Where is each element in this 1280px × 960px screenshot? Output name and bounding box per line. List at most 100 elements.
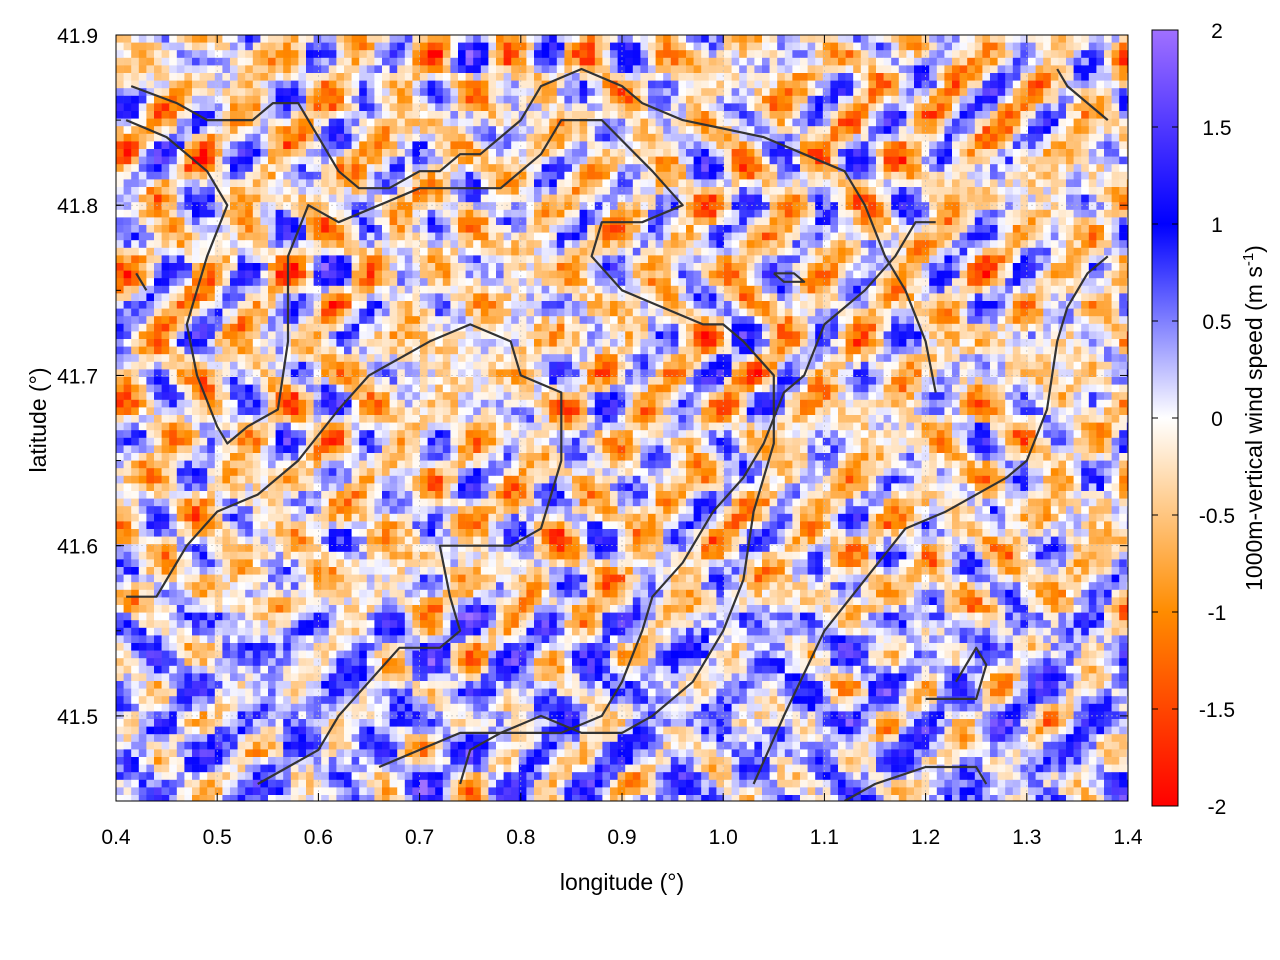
heatmap-cell bbox=[321, 111, 330, 119]
heatmap-cell bbox=[1073, 278, 1082, 287]
heatmap-cell bbox=[374, 57, 383, 66]
heatmap-cell bbox=[138, 103, 147, 112]
heatmap-cell bbox=[587, 57, 596, 66]
heatmap-cell bbox=[898, 263, 907, 271]
heatmap-cell bbox=[161, 103, 170, 112]
heatmap-cell bbox=[427, 308, 436, 317]
heatmap-cell bbox=[990, 217, 998, 226]
heatmap-cell bbox=[397, 278, 406, 287]
heatmap-cell bbox=[420, 80, 428, 89]
heatmap-cell bbox=[511, 42, 520, 51]
heatmap-cell bbox=[936, 263, 945, 271]
heatmap-cell bbox=[572, 179, 580, 188]
heatmap-cell bbox=[708, 156, 717, 165]
heatmap-cell bbox=[123, 73, 132, 81]
heatmap-cell bbox=[572, 187, 580, 195]
heatmap-cell bbox=[1088, 95, 1097, 104]
heatmap-cell bbox=[237, 179, 246, 188]
heatmap-cell bbox=[435, 57, 444, 66]
heatmap-cell bbox=[967, 225, 976, 233]
heatmap-cell bbox=[594, 187, 603, 195]
heatmap-cell bbox=[496, 255, 504, 264]
heatmap-cell bbox=[1104, 270, 1112, 279]
heatmap-cell bbox=[944, 118, 953, 127]
heatmap-cell bbox=[245, 103, 254, 112]
heatmap-cell bbox=[306, 316, 314, 325]
heatmap-cell bbox=[359, 278, 368, 287]
heatmap-cell bbox=[1020, 80, 1029, 89]
heatmap-cell bbox=[686, 88, 694, 97]
heatmap-cell bbox=[366, 301, 375, 309]
heatmap-cell bbox=[245, 149, 254, 157]
heatmap-cell bbox=[503, 80, 512, 89]
heatmap-cell bbox=[290, 202, 299, 211]
heatmap-cell bbox=[754, 35, 763, 43]
heatmap-cell bbox=[336, 194, 345, 203]
heatmap-cell bbox=[222, 225, 231, 233]
heatmap-cell bbox=[169, 65, 178, 74]
heatmap-cell bbox=[146, 255, 155, 264]
heatmap-cell bbox=[268, 179, 276, 188]
heatmap-cell bbox=[815, 179, 824, 188]
heatmap-cell bbox=[754, 80, 763, 89]
heatmap-cell bbox=[906, 57, 915, 66]
heatmap-cell bbox=[777, 171, 786, 180]
heatmap-cell bbox=[906, 156, 915, 165]
heatmap-cell bbox=[572, 73, 580, 81]
heatmap-cell bbox=[412, 111, 421, 119]
heatmap-cell bbox=[1043, 42, 1052, 51]
heatmap-cell bbox=[1005, 255, 1014, 264]
heatmap-cell bbox=[701, 126, 710, 135]
heatmap-cell bbox=[169, 141, 178, 150]
heatmap-cell bbox=[192, 263, 200, 271]
heatmap-cell bbox=[389, 202, 398, 211]
heatmap-cell bbox=[632, 285, 641, 294]
heatmap-cell bbox=[526, 95, 535, 104]
heatmap-cell bbox=[1066, 156, 1074, 165]
heatmap-cell bbox=[602, 202, 611, 211]
heatmap-cell bbox=[169, 255, 178, 264]
heatmap-cell bbox=[868, 149, 877, 157]
heatmap-cell bbox=[268, 209, 276, 218]
heatmap-cell bbox=[1111, 95, 1120, 104]
heatmap-cell bbox=[610, 156, 618, 165]
heatmap-cell bbox=[944, 285, 953, 294]
heatmap-cell bbox=[822, 95, 831, 104]
heatmap-cell bbox=[807, 232, 816, 241]
heatmap-cell bbox=[1073, 308, 1082, 317]
heatmap-cell bbox=[374, 164, 383, 173]
heatmap-cell bbox=[435, 141, 444, 150]
heatmap-cell bbox=[116, 42, 124, 51]
heatmap-cell bbox=[693, 285, 702, 294]
heatmap-cell bbox=[404, 65, 413, 74]
heatmap-cell bbox=[518, 126, 527, 135]
heatmap-cell bbox=[116, 194, 124, 203]
heatmap-cell bbox=[594, 194, 603, 203]
heatmap-cell bbox=[883, 240, 892, 249]
heatmap-cell bbox=[632, 57, 641, 66]
heatmap-cell bbox=[496, 118, 504, 127]
heatmap-cell bbox=[739, 187, 748, 195]
heatmap-cell bbox=[450, 141, 459, 150]
heatmap-cell bbox=[739, 225, 748, 233]
heatmap-cell bbox=[138, 194, 147, 203]
heatmap-cell bbox=[1111, 285, 1120, 294]
heatmap-cell bbox=[648, 141, 656, 150]
heatmap-cell bbox=[321, 308, 330, 317]
heatmap-cell bbox=[465, 141, 474, 150]
heatmap-cell bbox=[678, 35, 687, 43]
heatmap-cell bbox=[534, 202, 542, 211]
heatmap-cell bbox=[442, 278, 451, 287]
heatmap-cell bbox=[686, 247, 694, 256]
heatmap-cell bbox=[655, 95, 664, 104]
heatmap-cell bbox=[161, 50, 170, 59]
heatmap-cell bbox=[1088, 232, 1097, 241]
heatmap-cell bbox=[199, 293, 208, 302]
heatmap-cell bbox=[625, 179, 634, 188]
heatmap-cell bbox=[336, 95, 345, 104]
heatmap-cell bbox=[275, 225, 284, 233]
heatmap-cell bbox=[594, 270, 603, 279]
heatmap-cell bbox=[762, 217, 770, 226]
heatmap-cell bbox=[1126, 232, 1128, 241]
heatmap-cell bbox=[769, 293, 778, 302]
